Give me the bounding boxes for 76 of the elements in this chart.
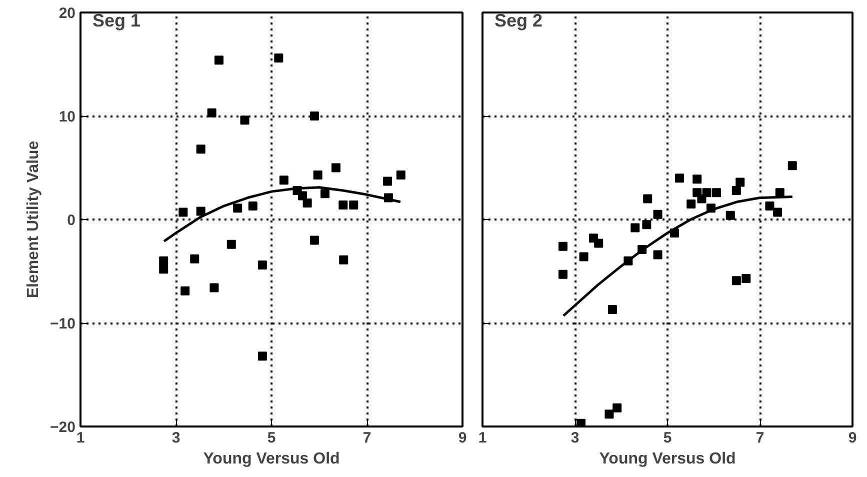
point <box>653 250 662 260</box>
x-tick-label: 5 <box>267 430 276 446</box>
point <box>712 188 722 198</box>
point <box>233 204 242 213</box>
point <box>788 161 797 170</box>
point <box>558 270 568 279</box>
point <box>338 200 348 210</box>
x-tick-label: 5 <box>663 430 672 446</box>
x-axis-title: Young Versus Old <box>203 450 340 468</box>
point <box>630 223 640 232</box>
point <box>765 202 774 211</box>
point <box>196 206 206 216</box>
point <box>240 116 250 125</box>
point <box>214 56 224 65</box>
x-tick-label: 1 <box>478 430 487 446</box>
point <box>692 174 702 184</box>
point <box>159 264 168 274</box>
point <box>608 305 617 314</box>
point <box>210 283 219 292</box>
point <box>642 220 652 230</box>
x-tick-label: 9 <box>458 430 467 446</box>
x-tick-label: 3 <box>570 430 580 446</box>
point <box>258 260 267 270</box>
point <box>248 202 258 211</box>
annotation: Seg 1 <box>92 10 141 30</box>
point <box>178 208 188 217</box>
point <box>675 174 684 183</box>
point <box>331 163 340 172</box>
point <box>298 191 308 200</box>
x-tick-label: 3 <box>172 430 180 446</box>
point <box>302 198 312 208</box>
point <box>339 255 348 264</box>
y-axis-title: Element Utility Value <box>25 140 42 298</box>
x-tick-label: 7 <box>362 430 372 446</box>
point <box>383 176 392 186</box>
point <box>773 208 782 217</box>
point <box>697 194 706 204</box>
point <box>612 403 622 412</box>
point <box>349 200 358 210</box>
point <box>310 112 319 120</box>
point <box>736 178 745 187</box>
point <box>320 189 330 198</box>
point <box>396 170 406 180</box>
y-tick-label: 0 <box>67 212 76 229</box>
y-tick-label: −20 <box>50 419 76 436</box>
y-tick-label: −10 <box>50 316 76 332</box>
point <box>196 144 206 154</box>
point <box>226 240 236 249</box>
x-axis-title: Young Versus Old <box>599 450 736 468</box>
point <box>310 236 319 245</box>
x-tick-label: 1 <box>76 430 85 446</box>
point <box>279 176 288 185</box>
point <box>594 238 604 248</box>
annotation: Seg 2 <box>494 10 543 30</box>
point <box>732 276 741 286</box>
point <box>742 274 751 283</box>
point <box>686 199 696 208</box>
point <box>604 410 614 419</box>
point <box>558 242 568 251</box>
x-tick-label: 7 <box>756 430 764 446</box>
point <box>702 188 712 198</box>
point <box>274 54 284 63</box>
x-tick-label: 9 <box>848 430 857 446</box>
point <box>207 108 216 118</box>
y-tick-label: 20 <box>58 5 76 22</box>
point <box>190 254 200 264</box>
point <box>180 286 190 296</box>
point <box>579 252 588 262</box>
point <box>732 186 741 196</box>
point <box>726 210 735 220</box>
y-tick-label: 10 <box>58 108 76 126</box>
point <box>313 170 322 180</box>
point <box>159 256 168 266</box>
point <box>643 194 652 204</box>
point <box>653 210 662 219</box>
point <box>258 352 267 361</box>
